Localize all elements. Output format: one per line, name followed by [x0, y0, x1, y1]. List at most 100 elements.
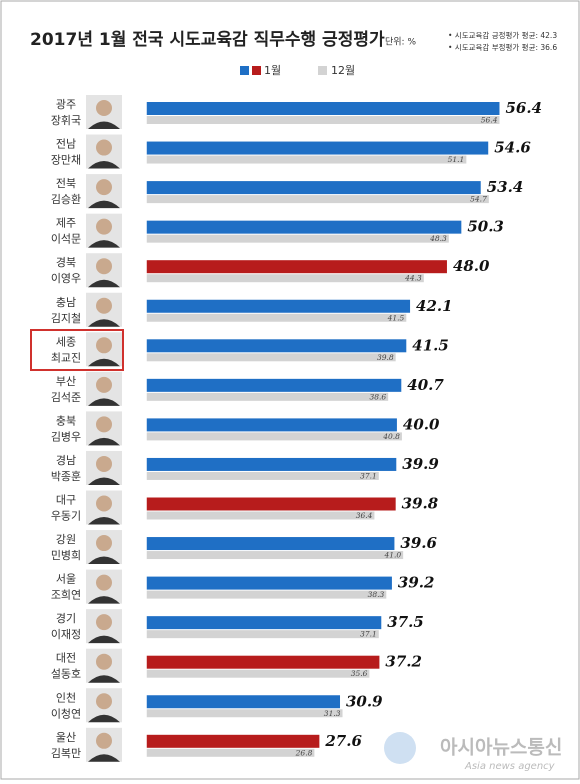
value-label: 53.4: [487, 178, 524, 196]
photo-face: [96, 653, 112, 670]
category-label: 설동호: [51, 668, 81, 681]
category-label: 이석문: [51, 233, 81, 246]
value-label: 39.8: [377, 353, 394, 362]
bar: [146, 141, 489, 155]
category-label: 박종훈: [51, 470, 81, 483]
photo-face: [96, 416, 112, 433]
category-label: 충북: [56, 414, 76, 427]
value-label: 40.0: [403, 415, 440, 433]
photo-suit: [88, 714, 120, 723]
highlight-box: [30, 329, 124, 371]
value-label: 42.1: [416, 297, 453, 315]
bar: [146, 695, 341, 709]
value-label: 30.9: [346, 692, 383, 710]
legend-label: 1월: [264, 64, 281, 77]
category-label: 제주: [56, 217, 76, 230]
category-label: 충남: [56, 296, 76, 309]
bar: [146, 748, 315, 757]
value-label: 35.6: [351, 669, 368, 678]
photo-face: [96, 100, 112, 116]
photo-face: [96, 376, 112, 393]
category-label: 민병희: [51, 549, 81, 562]
photo-face: [96, 574, 112, 591]
category-label: 전남: [56, 138, 76, 151]
value-label: 54.7: [470, 195, 487, 204]
category-label: 부산: [56, 375, 76, 388]
bar: [146, 537, 395, 551]
category-label: 이청연: [51, 707, 81, 720]
photo-suit: [88, 556, 120, 565]
bar: [146, 432, 402, 441]
photo-suit: [88, 319, 120, 327]
category-label: 대전: [56, 652, 76, 665]
bar: [146, 590, 387, 599]
category-label: 우동기: [51, 510, 81, 523]
photo-suit: [88, 437, 120, 446]
category-label: 울산: [56, 731, 76, 744]
category-label: 강원: [56, 533, 76, 546]
value-label: 41.0: [383, 551, 401, 560]
value-label: 39.9: [402, 455, 439, 473]
category-label: 김복만: [51, 747, 81, 760]
value-label: 31.3: [324, 709, 341, 718]
value-label: 40.7: [407, 376, 444, 394]
category-label: 장만채: [51, 154, 81, 167]
photo-face: [96, 258, 112, 275]
bar: [146, 116, 500, 124]
photo-suit: [88, 161, 120, 169]
photo-face: [96, 614, 112, 631]
watermark: Asia news agency: [464, 761, 556, 772]
legend-swatch: [240, 66, 249, 75]
value-label: 37.1: [360, 471, 377, 480]
photo-suit: [88, 596, 120, 604]
photo-face: [96, 495, 112, 512]
category-label: 이영우: [51, 272, 81, 285]
photo-suit: [88, 754, 120, 762]
photo-face: [96, 693, 112, 710]
note: • 시도교육감 긍정평가 평균: 42.3: [448, 30, 557, 40]
category-label: 김석준: [51, 391, 81, 404]
value-label: 41.5: [412, 336, 449, 354]
photo-suit: [88, 517, 120, 525]
bar: [146, 299, 411, 313]
photo-face: [96, 535, 112, 552]
category-label: 광주: [56, 98, 76, 111]
category-label: 김병우: [51, 430, 81, 443]
category-label: 조희연: [51, 589, 81, 602]
photo-face: [96, 179, 112, 196]
value-label: 54.6: [494, 139, 531, 157]
watermark: 아시아뉴스통신: [440, 737, 562, 759]
photo-suit: [88, 358, 120, 367]
bar: [146, 181, 481, 195]
chart-title: 2017년 1월 전국 시도교육감 직무수행 긍정평가: [30, 30, 385, 50]
category-label: 경북: [56, 256, 76, 269]
photo-face: [96, 732, 112, 749]
photo-suit: [88, 477, 120, 485]
note: • 시도교육감 부정평가 평균: 36.6: [448, 42, 557, 52]
value-label: 26.8: [295, 748, 313, 757]
photo-suit: [88, 121, 120, 129]
value-label: 39.2: [398, 574, 435, 592]
bar: [146, 616, 382, 630]
value-label: 44.3: [404, 274, 422, 283]
bar: [146, 471, 379, 480]
category-label: 서울: [56, 573, 76, 586]
value-label: 37.2: [385, 653, 422, 671]
photo-face: [96, 455, 112, 472]
category-label: 김지철: [51, 312, 81, 325]
value-label: 50.3: [467, 218, 504, 236]
value-label: 51.1: [448, 155, 465, 164]
category-label: 경남: [56, 454, 76, 467]
value-label: 39.6: [400, 534, 437, 552]
category-label: 전북: [56, 177, 76, 190]
photo-suit: [88, 398, 120, 406]
value-label: 37.5: [387, 613, 424, 631]
value-label: 56.4: [505, 99, 542, 117]
value-label: 48.3: [429, 234, 447, 243]
photo-face: [96, 139, 112, 156]
photo-suit: [88, 635, 120, 644]
bar: [146, 392, 389, 401]
bar: [146, 102, 500, 115]
value-label: 38.3: [368, 590, 385, 599]
bar: [146, 220, 462, 234]
